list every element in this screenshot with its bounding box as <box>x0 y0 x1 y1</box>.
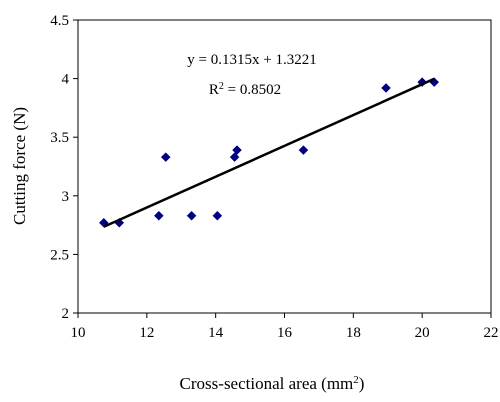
data-point <box>212 210 223 221</box>
x-axis: 10 12 14 16 18 20 22 <box>71 313 499 341</box>
y-tick-label: 4 <box>62 72 70 88</box>
data-point <box>186 210 197 221</box>
x-tick-label: 18 <box>346 325 361 341</box>
data-point <box>298 145 309 155</box>
data-point <box>160 152 171 162</box>
r-squared-label: R2 = 0.8502 <box>209 81 281 99</box>
y-axis: 2 2.5 3 3.5 4 4.5 <box>50 13 78 322</box>
x-axis-title: Cross-sectional area (mm2) <box>180 374 365 393</box>
y-tick-label: 4.5 <box>50 13 69 29</box>
y-tick-label: 2.5 <box>50 247 69 263</box>
trendline-equation: y = 0.1315x + 1.3221 <box>187 52 316 68</box>
x-tick-label: 12 <box>139 325 154 341</box>
x-tick-label: 10 <box>71 325 86 341</box>
y-tick-label: 3 <box>62 189 70 205</box>
x-tick-label: 16 <box>277 325 293 341</box>
x-axis-title-superscript: 2 <box>353 374 359 386</box>
x-tick-label: 14 <box>208 325 224 341</box>
data-point <box>229 152 240 162</box>
data-point <box>232 145 242 155</box>
y-axis-title: Cutting force (N) <box>10 107 29 225</box>
trendline-layer <box>103 77 435 228</box>
x-axis-title-main: Cross-sectional area (mm <box>180 374 354 393</box>
y-tick-label: 3.5 <box>50 130 69 146</box>
r-squared-value: = 0.8502 <box>224 82 281 98</box>
x-axis-title-close: ) <box>359 374 365 393</box>
r-squared-symbol: R <box>209 82 219 98</box>
data-point <box>154 210 164 221</box>
r-squared-superscript: 2 <box>219 81 224 92</box>
data-point <box>381 83 391 93</box>
y-tick-label: 2 <box>62 306 70 322</box>
trendline <box>103 77 435 228</box>
x-tick-label: 22 <box>484 325 499 341</box>
x-tick-label: 20 <box>415 325 430 341</box>
